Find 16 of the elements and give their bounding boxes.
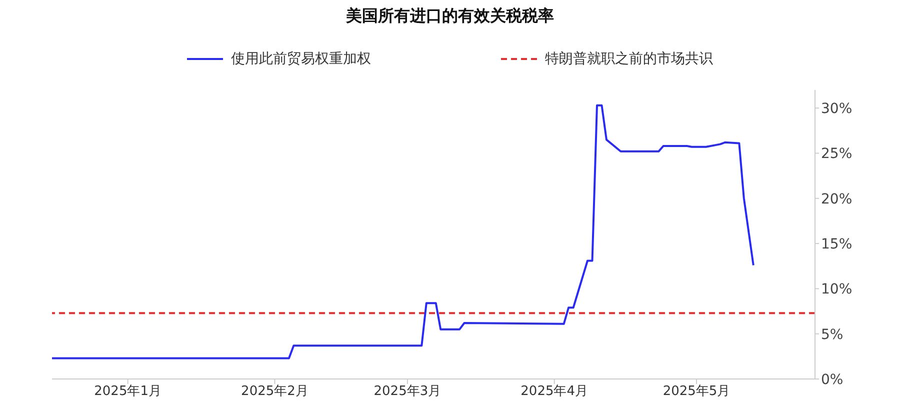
x-tick-label: 2025年2月 — [241, 384, 308, 400]
y-tick-label: 5% — [821, 326, 844, 343]
legend-label: 使用此前贸易权重加权 — [231, 50, 371, 68]
y-tick-label: 10% — [821, 282, 852, 298]
legend-label: 特朗普就职之前的市场共识 — [545, 50, 713, 68]
x-tick-label: 2025年3月 — [374, 384, 442, 400]
line-series — [52, 104, 754, 360]
chart-title: 美国所有进口的有效关税税率 — [344, 6, 555, 27]
x-tick-label: 2025年4月 — [520, 384, 588, 400]
x-tick-label: 2025年1月 — [94, 384, 162, 400]
y-tick-label: 25% — [821, 146, 852, 162]
y-tick-label: 30% — [821, 101, 852, 118]
y-tick-label: 0% — [821, 372, 844, 388]
x-tick-label: 2025年5月 — [662, 384, 730, 400]
y-tick-label: 15% — [821, 236, 852, 252]
y-tick-label: 20% — [821, 191, 852, 208]
